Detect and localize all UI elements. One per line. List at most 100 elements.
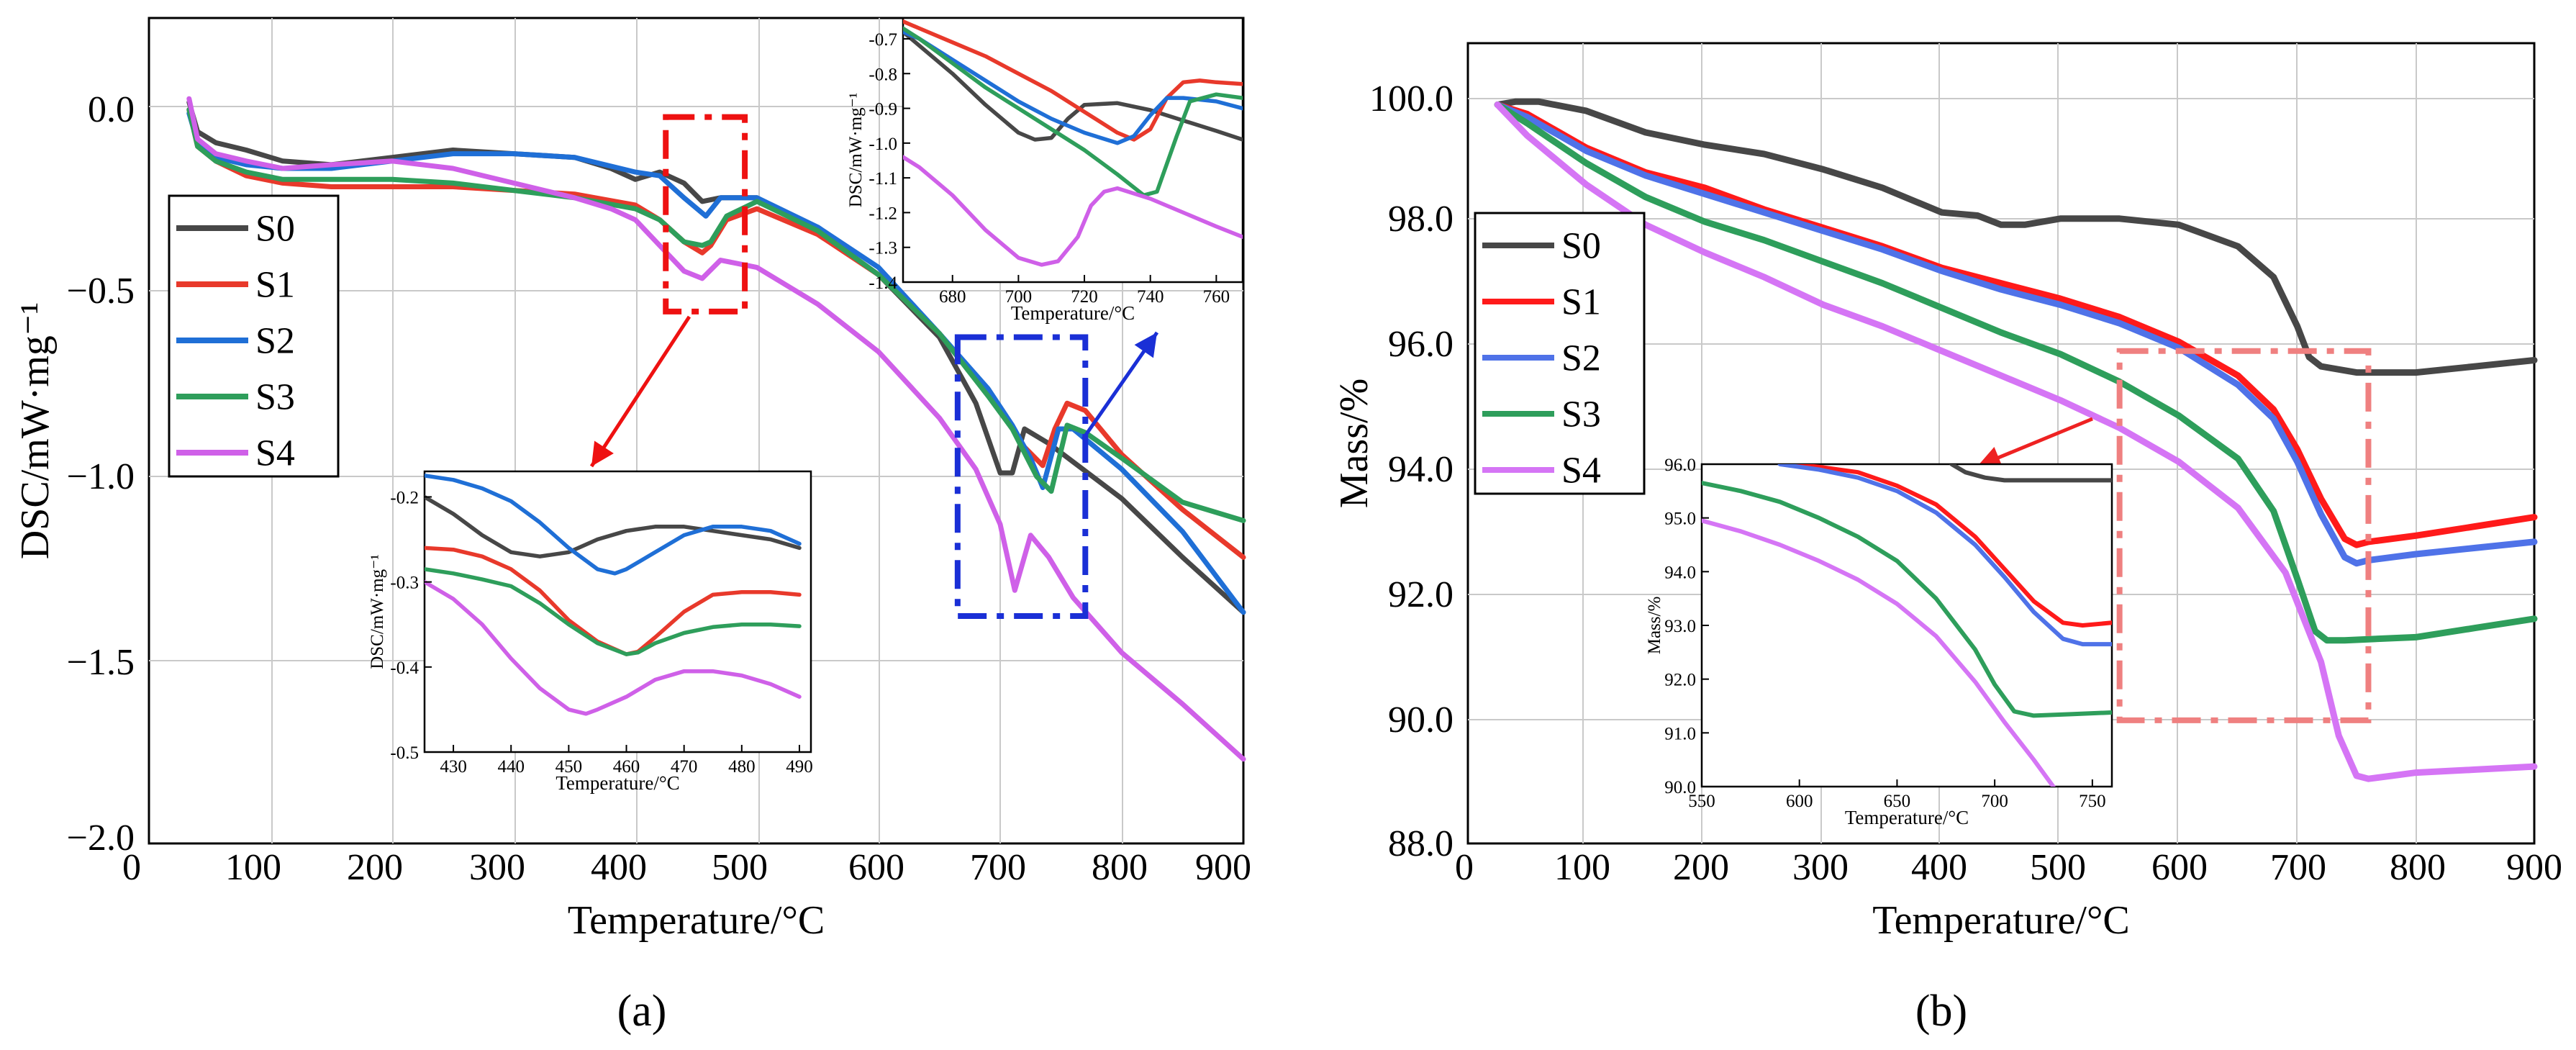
tg_inset-ytick-label: 96.0	[1664, 456, 1696, 475]
dsc_inset_450-xtick-label: 440	[497, 757, 525, 777]
dsc_inset_700-ytick-label: -0.7	[869, 30, 897, 50]
dsc_inset_700-ylabel: DSC/mW·mg⁻¹	[846, 93, 866, 208]
tg_main-xtick-label: 100	[1554, 847, 1610, 888]
dsc_main-xtick-label: 500	[712, 847, 768, 888]
tg_main-zoom-box	[2116, 348, 2372, 723]
tg_inset-ylabel: Mass/%	[1645, 597, 1664, 655]
tg_inset-ytick-label: 93.0	[1664, 617, 1696, 636]
panel-b-label: (b)	[1915, 987, 1967, 1036]
dsc_inset_700-xtick-label: 740	[1137, 287, 1164, 307]
dsc_main-legend-frame	[168, 194, 340, 478]
dsc_inset_450-plot-frame	[423, 470, 812, 753]
dsc_inset_450-series-group	[425, 474, 802, 716]
dsc_main-zoom-box	[663, 114, 748, 314]
dsc_inset_450-ytick-label: -0.3	[390, 574, 419, 593]
dsc_main-legend-label: S4	[255, 433, 295, 474]
tg_main-ytick-label: 90.0	[1388, 700, 1453, 741]
tg_main-ytick-label: 92.0	[1388, 574, 1453, 615]
tg_main-xlabel: Temperature/°C	[1872, 898, 2129, 943]
dsc_main-series-S3	[186, 107, 1246, 523]
tg_main-legend-frame	[1474, 212, 1646, 495]
dsc_main-series-S4	[186, 96, 1246, 762]
tg_inset-series-S1	[1789, 464, 2112, 628]
tg_main-series-S4	[1494, 101, 2538, 782]
tg_inset-xtick-label: 600	[1786, 792, 1813, 811]
dsc_main-legend-label: S3	[255, 377, 295, 418]
dsc_inset_700-series-S2	[903, 30, 1243, 145]
tg_main-xtick-label: 400	[1911, 847, 1967, 888]
tg_main-xtick-label: 700	[2270, 847, 2326, 888]
tg_main-series-S3	[1494, 101, 2538, 644]
tg_inset-ytick-label: 90.0	[1664, 778, 1696, 797]
dsc_main-legend-label: S0	[255, 209, 295, 250]
dsc_inset_450-series-S2	[425, 474, 802, 576]
dsc_main-ytick-label: −1.0	[67, 456, 135, 497]
dsc_inset_700-ytick-label: -1.0	[869, 135, 897, 154]
dsc_inset_450-ytick-label: -0.2	[390, 488, 419, 507]
dsc_inset_700-series-S1	[903, 19, 1243, 142]
dsc_inset_700-series-S4	[903, 155, 1243, 267]
tg_main-legend: S0 S1 S2 S3 S4	[1474, 212, 1646, 495]
dsc_main-ytick-label: −1.5	[67, 642, 135, 683]
dsc-zoom-arrow-blue-head	[1134, 332, 1157, 358]
dsc_inset_450-ylabel: DSC/mW·mg⁻¹	[368, 554, 387, 669]
dsc_inset_450-series-S3	[425, 567, 802, 656]
dsc_main-xtick-label: 700	[970, 847, 1026, 888]
overlay-layer: 430 440 450 460 470 480 490 -0.2 -0.3 -0.4 -0.5 Tem…	[168, 17, 2372, 828]
dsc-zoom-arrow-red	[589, 315, 691, 468]
tg_inset-xtick-label: 550	[1688, 792, 1715, 811]
dsc_main-legend-label: S2	[255, 321, 295, 362]
dsc_main-xtick-label: 0	[122, 847, 141, 888]
dsc_main-legend: S0 S1 S2 S3 S4	[168, 194, 340, 478]
dsc_main-ytick-label: 0.0	[88, 89, 135, 130]
dsc_inset_700-ytick-label: -0.8	[869, 65, 897, 84]
dsc_inset_700-series-group	[903, 19, 1243, 267]
tg_inset-plot-frame	[1700, 463, 2113, 788]
tg_main-ytick-label: 98.0	[1388, 199, 1453, 240]
dsc_inset_450-xlabel: Temperature/°C	[555, 772, 679, 794]
dsc_main-legend-label: S1	[255, 265, 295, 306]
tg_main-xtick-label: 900	[2506, 847, 2562, 888]
tg_main-xtick-label: 0	[1455, 847, 1474, 888]
dsc_inset_450-xtick-label: 470	[671, 757, 698, 777]
tg_inset-series-S0	[1949, 464, 2112, 483]
dsc_inset_700-ytick-label: -1.4	[869, 273, 897, 293]
tg_inset-series-group	[1702, 464, 2112, 787]
tg_main-legend-label: S2	[1561, 338, 1601, 379]
tg-zoom-arrow-head	[1977, 447, 2003, 469]
dsc_main-zoom-box	[954, 334, 1089, 619]
tg_main-ytick-label: 88.0	[1388, 823, 1453, 864]
dsc_main-xtick-label: 900	[1195, 847, 1251, 888]
tg_main-series-S0	[1494, 98, 2538, 376]
dsc_main-xtick-label: 200	[347, 847, 403, 888]
dsc_inset_700-ytick-label: -1.1	[869, 169, 897, 189]
panel-a-label: (a)	[617, 987, 667, 1036]
tg_main-xtick-label: 300	[1792, 847, 1849, 888]
dsc_inset_450-xtick-label: 450	[555, 757, 583, 777]
dsc_inset_700-xtick-label: 680	[939, 287, 966, 307]
tg_inset-ytick-label: 91.0	[1664, 724, 1696, 743]
tg_inset-series-S2	[1777, 464, 2112, 647]
dsc_inset_700-xtick-label: 700	[1005, 287, 1033, 307]
dsc_main-xtick-label: 300	[469, 847, 525, 888]
tg_inset-xlabel: Temperature/°C	[1845, 807, 1969, 828]
dsc_main-xtick-label: 100	[225, 847, 281, 888]
tg_inset-series-S4	[1702, 518, 2056, 787]
dsc_inset_700-xtick-label: 760	[1203, 287, 1230, 307]
tg_main-series-S1	[1494, 101, 2538, 548]
tg_main-xtick-label: 200	[1673, 847, 1729, 888]
tg_inset-series-S3	[1702, 481, 2112, 718]
dsc-zoom-arrow-red-head	[591, 440, 614, 466]
tg_main-legend-label: S0	[1561, 226, 1601, 267]
dsc_main-xlabel: Temperature/°C	[568, 898, 825, 943]
dsc_main-ytick-label: −0.5	[67, 271, 135, 312]
dsc_inset_700-series-S3	[903, 26, 1243, 198]
tg_main-xtick-label: 800	[2390, 847, 2446, 888]
dsc_main-xtick-label: 600	[848, 847, 904, 888]
tg_main-xtick-label: 600	[2151, 847, 2208, 888]
dsc_inset_700-ytick-label: -0.9	[869, 100, 897, 119]
dsc_inset_700-series-S0	[903, 30, 1243, 142]
dsc_inset_450-xtick-label: 430	[440, 757, 467, 777]
tg_main-ylabel: Mass/%	[1332, 379, 1377, 508]
